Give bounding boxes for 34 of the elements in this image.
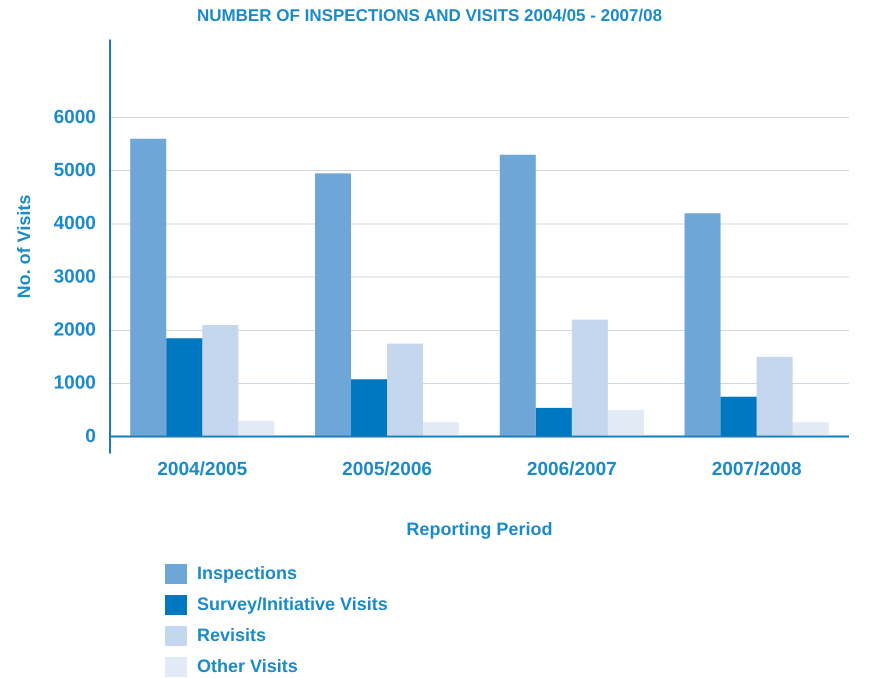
legend-label: Inspections bbox=[197, 563, 298, 584]
bar bbox=[166, 338, 202, 436]
bar bbox=[387, 344, 424, 436]
y-tick-label: 3000 bbox=[54, 266, 96, 288]
bar bbox=[608, 410, 644, 436]
bar bbox=[720, 396, 757, 436]
chart-title: NUMBER OF INSPECTIONS AND VISITS 2004/05 - 2007/08 bbox=[196, 6, 662, 25]
legend-label: Revisits bbox=[197, 625, 266, 646]
bar bbox=[423, 422, 460, 436]
y-tick-label: 4000 bbox=[54, 213, 96, 234]
x-tick-label: 2004/2005 bbox=[157, 459, 248, 480]
bar bbox=[500, 154, 536, 436]
bar bbox=[351, 379, 388, 436]
y-tick-label: 2000 bbox=[54, 320, 96, 341]
bar bbox=[792, 422, 829, 436]
x-tick-label: 2006/2007 bbox=[526, 459, 617, 480]
bar bbox=[572, 320, 608, 436]
y-axis-title: No. of Visits bbox=[14, 194, 34, 298]
bar bbox=[536, 408, 572, 436]
x-axis-title: Reporting Period bbox=[406, 519, 552, 540]
bar bbox=[130, 138, 166, 436]
bar bbox=[238, 420, 274, 436]
legend-label: Other Visits bbox=[197, 656, 298, 677]
legend-label: Survey/Initiative Visits bbox=[197, 594, 388, 615]
y-tick-label: 1000 bbox=[54, 372, 96, 394]
bar bbox=[314, 173, 352, 436]
y-tick-label: 0 bbox=[85, 426, 96, 447]
y-tick-label: 6000 bbox=[54, 106, 96, 128]
bar bbox=[756, 356, 793, 436]
y-tick-label: 5000 bbox=[54, 160, 96, 181]
bar bbox=[684, 213, 721, 436]
x-tick-label: 2005/2006 bbox=[342, 459, 432, 480]
bar bbox=[202, 324, 238, 436]
x-tick-label: 2007/2008 bbox=[712, 459, 802, 480]
